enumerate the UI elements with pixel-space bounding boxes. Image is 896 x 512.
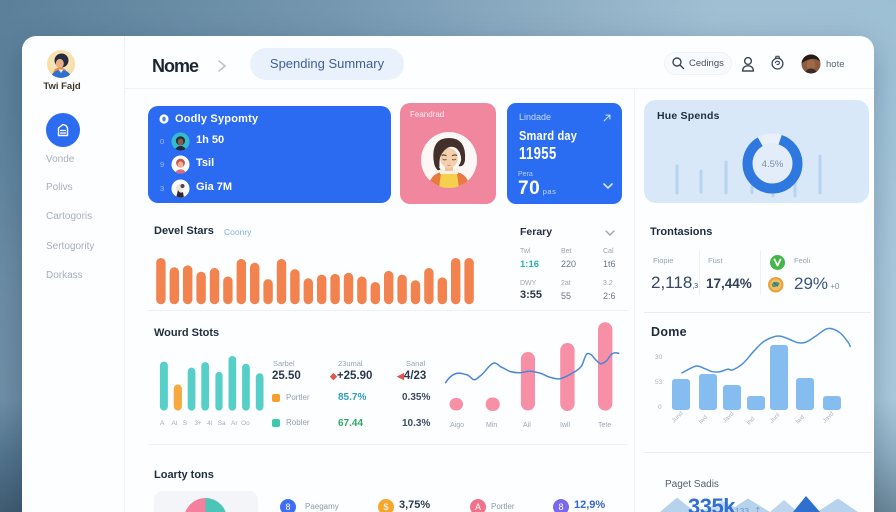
svg-text:Jund: Jund [671, 411, 684, 424]
svg-text:Iwd: Iwd [698, 415, 709, 426]
svg-text:4.5%: 4.5% [762, 159, 784, 170]
svg-text:Iwd: Iwd [795, 415, 806, 426]
svg-text:Javd: Javd [722, 411, 735, 424]
svg-text:Junl: Junl [769, 412, 781, 424]
svg-text:Ihd: Ihd [746, 416, 756, 426]
svg-text:0: 0 [658, 404, 662, 411]
svg-text:53: 53 [655, 379, 663, 386]
svg-text:30: 30 [655, 354, 663, 361]
svg-text:Javd: Javd [822, 411, 835, 424]
